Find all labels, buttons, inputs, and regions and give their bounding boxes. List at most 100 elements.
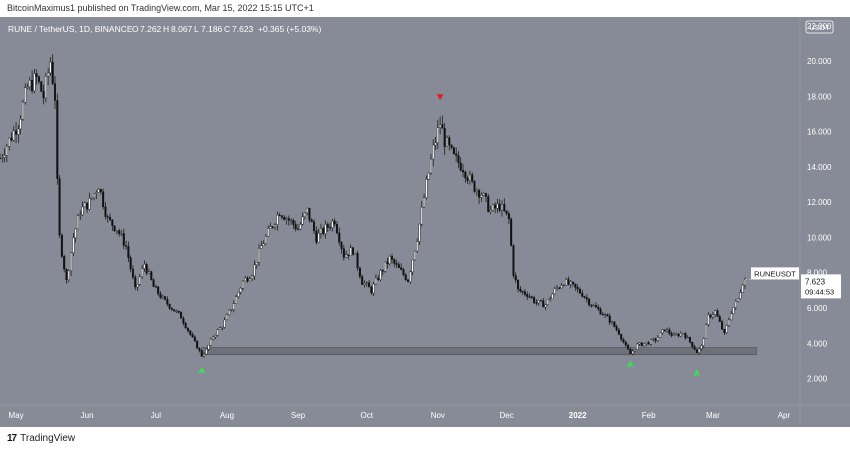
candle-body (427, 172, 430, 180)
candle-body (517, 279, 520, 290)
candle-body (734, 301, 737, 308)
candle-body (645, 342, 648, 344)
y-tick-label: 20.000 (807, 57, 832, 66)
candle-body (633, 349, 636, 352)
candle-body (278, 214, 281, 217)
candle-body (104, 206, 107, 217)
y-tick-label: 6.000 (807, 304, 828, 313)
candle-body (184, 322, 187, 329)
candle-body (60, 234, 63, 257)
y-tick-label: 16.000 (807, 128, 832, 137)
candle-body (239, 287, 242, 293)
candle-body (3, 155, 6, 158)
candle-body (28, 80, 31, 87)
candle-body (70, 252, 73, 272)
candle-body (331, 220, 334, 228)
currency-badge[interactable]: USDT (805, 20, 834, 34)
candle-body (432, 144, 435, 160)
candle-body (230, 309, 233, 311)
candle-body (711, 314, 714, 318)
candle-body (505, 210, 508, 214)
y-tick-label: 22.000 (807, 22, 832, 31)
y-tick-label: 2.000 (807, 375, 828, 384)
candle-body (597, 306, 600, 310)
candle-body (118, 230, 121, 234)
candle-body (707, 314, 710, 325)
candle-body (74, 228, 77, 239)
candle-body (402, 269, 405, 275)
ohlc-h-label: H (163, 24, 169, 34)
ohlc-c-value: 7.623 (232, 24, 254, 34)
candle-body (267, 228, 270, 237)
candle-body (675, 334, 678, 336)
candle-body (207, 345, 210, 350)
candle-body (441, 124, 444, 129)
candle-body (530, 296, 533, 298)
candle-body (136, 283, 139, 288)
candle-body (365, 282, 368, 284)
candle-body (26, 86, 29, 88)
candle-body (10, 137, 13, 141)
candle-body (200, 350, 203, 357)
candle-body (572, 281, 575, 285)
candle-body (58, 178, 61, 236)
candle-body (727, 319, 730, 326)
candle-body (326, 224, 329, 228)
candle-body (131, 268, 134, 278)
candle-body (310, 219, 313, 223)
candle-body (624, 341, 627, 346)
candle-body (109, 217, 112, 220)
candle-body (276, 214, 279, 225)
candle-body (274, 224, 277, 228)
candle-body (372, 283, 375, 294)
candle-body (221, 327, 224, 329)
candle-body (650, 339, 653, 345)
candle-body (264, 235, 267, 244)
tradingview-logo[interactable]: 17 TradingView (7, 431, 75, 445)
candle-body (578, 288, 581, 294)
candle-body (120, 233, 123, 235)
candle-body (166, 299, 169, 305)
candle-body (379, 270, 382, 280)
price-chart[interactable]: 22.000 20.000 18.000 16.000 14.000 12.000 10.0… (0, 17, 850, 427)
x-tick-label: Oct (361, 411, 374, 420)
candle-body (489, 209, 492, 212)
ohlc-o-value: 7.262 (140, 24, 162, 34)
chart-area[interactable]: 22.000 20.000 18.000 16.000 14.000 12.000 10.0… (0, 17, 850, 427)
candle-body (615, 326, 618, 331)
candle-body (574, 283, 577, 288)
candle-body (480, 194, 483, 198)
candle-body (322, 228, 325, 234)
candle-body (542, 300, 545, 308)
plot-background (0, 17, 850, 427)
candle-body (473, 180, 476, 192)
candle-body (35, 73, 38, 77)
candle-body (65, 268, 68, 280)
candle-body (1, 157, 4, 159)
candle-body (494, 204, 497, 209)
candle-body (611, 321, 614, 323)
candle-body (347, 254, 350, 256)
candle-body (475, 190, 478, 192)
candle-body (457, 155, 460, 164)
x-tick-label: Sep (291, 411, 306, 420)
candle-body (384, 261, 387, 272)
candle-body (377, 277, 380, 280)
candle-body (705, 324, 708, 339)
candle-body (368, 282, 371, 288)
candle-body (407, 279, 410, 282)
candle-body (670, 333, 673, 336)
candle-body (352, 247, 355, 255)
candle-body (739, 292, 742, 299)
publisher-line: BitcoinMaximus1 published on TradingView… (7, 3, 314, 13)
candle-body (12, 130, 15, 141)
candle-body (723, 329, 726, 333)
up-arrow-marker (693, 369, 701, 376)
candle-body (31, 80, 34, 92)
candle-body (654, 338, 657, 341)
y-tick-label: 14.000 (807, 163, 832, 172)
candle-body (716, 310, 719, 317)
candle-body (567, 279, 570, 285)
candle-body (285, 218, 288, 220)
candle-body (177, 310, 180, 313)
